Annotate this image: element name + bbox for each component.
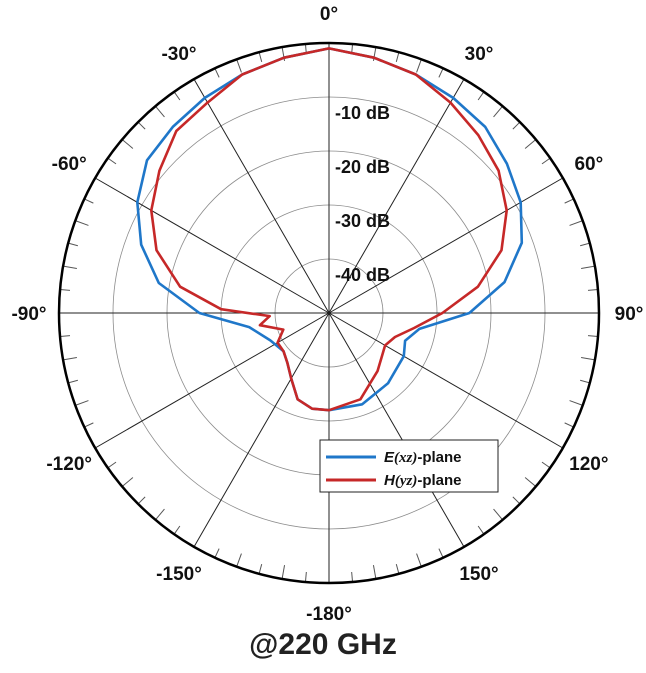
legend-e-prefix: E (384, 449, 395, 466)
series-line (150, 47, 508, 412)
angle-tick (75, 400, 89, 406)
polar-chart: 0° 30° 60° 90° 120° 150° -180° -150° -120° -90° -6… (11, 4, 643, 625)
angle-label: -60° (52, 154, 87, 175)
angle-label: -120° (46, 454, 92, 475)
angle-tick (581, 356, 595, 361)
angle-tick (121, 477, 134, 487)
angle-tick (493, 105, 503, 118)
radial-label: -40 dB (335, 265, 390, 285)
legend-h-prefix: H (384, 472, 396, 489)
angle-label: 60° (574, 154, 603, 175)
angle-tick (477, 91, 485, 101)
angle-tick (107, 157, 117, 165)
angle-tick (569, 220, 583, 226)
angle-tick (236, 59, 242, 73)
angle-tick (121, 139, 134, 149)
angle-tick (580, 379, 590, 384)
angle-tick (173, 525, 181, 535)
radial-label: -10 dB (335, 103, 390, 123)
angle-tick (512, 121, 521, 130)
angle-tick (587, 335, 599, 338)
grid-spoke (328, 312, 465, 548)
angle-tick (63, 356, 77, 361)
angle-tick (107, 461, 117, 469)
angle-tick (580, 242, 590, 247)
angle-tick (84, 422, 94, 428)
legend-h-var: (yz) (395, 473, 418, 489)
angle-tick (59, 335, 71, 338)
angle-label: 0° (320, 4, 338, 25)
angle-label: -30° (161, 44, 196, 65)
angle-tick (438, 68, 444, 78)
angle-tick (524, 139, 537, 149)
angle-tick (416, 553, 422, 567)
grid-spoke (328, 312, 564, 449)
angle-tick (564, 198, 574, 204)
outer-circle (57, 41, 601, 585)
angle-tick (304, 571, 307, 583)
angle-tick (438, 548, 444, 558)
angle-tick (416, 59, 422, 73)
grid-spoke (193, 312, 330, 548)
angle-tick (524, 477, 537, 487)
grid-spoke (94, 312, 330, 449)
angle-tick (581, 265, 595, 270)
label-layer: 0° 30° 60° 90° 120° 150° -180° -150° -120° -90° -6… (11, 4, 643, 625)
angle-tick (569, 400, 583, 406)
angle-tick (59, 288, 71, 291)
angle-tick (155, 508, 165, 521)
series-line (136, 47, 524, 412)
angle-tick (351, 571, 354, 583)
angle-label: 150° (459, 564, 498, 585)
grid-spoke (328, 78, 465, 314)
polar-grid (57, 41, 601, 585)
angle-tick (68, 242, 78, 247)
angle-label: 90° (615, 304, 644, 325)
angle-tick (258, 52, 263, 62)
angle-tick (155, 105, 165, 118)
angle-label: 30° (465, 44, 494, 65)
legend-e-suffix: -plane (417, 449, 461, 466)
legend-label-h-plane: H(yz)-plane (384, 472, 462, 489)
angle-tick (137, 121, 146, 130)
angle-tick (395, 52, 400, 62)
angle-tick (137, 496, 146, 505)
angle-tick (281, 565, 286, 579)
angle-tick (564, 422, 574, 428)
angle-tick (258, 564, 263, 574)
angle-label: -90° (11, 304, 46, 325)
angle-label: -180° (306, 604, 352, 625)
angle-tick (395, 564, 400, 574)
radial-label: -30 dB (335, 211, 390, 231)
legend-h-suffix: -plane (417, 472, 461, 489)
radial-label: -20 dB (335, 157, 390, 177)
chart-caption: @220 GHz (249, 628, 397, 661)
angle-tick (512, 496, 521, 505)
angle-label: 120° (569, 454, 608, 475)
grid-spoke (328, 177, 564, 314)
legend-e-var: (xz) (394, 450, 417, 466)
angle-tick (173, 91, 181, 101)
angle-tick (477, 525, 485, 535)
angle-tick (68, 379, 78, 384)
angle-tick (84, 198, 94, 204)
angle-tick (236, 553, 242, 567)
angle-tick (214, 548, 220, 558)
angle-tick (214, 68, 220, 78)
grid-spoke (193, 78, 330, 314)
angle-tick (541, 157, 551, 165)
legend-label-e-plane: E(xz)-plane (384, 449, 462, 466)
angle-tick (75, 220, 89, 226)
legend-box (319, 439, 499, 493)
angle-tick (493, 508, 503, 521)
series-layer (136, 47, 524, 412)
angle-tick (541, 461, 551, 469)
angle-label: -150° (156, 564, 202, 585)
angle-tick (587, 288, 599, 291)
angle-tick (63, 265, 77, 270)
grid-spoke (94, 177, 330, 314)
legend: E(xz)-plane H(yz)-plane (319, 439, 499, 493)
angle-tick (372, 565, 377, 579)
